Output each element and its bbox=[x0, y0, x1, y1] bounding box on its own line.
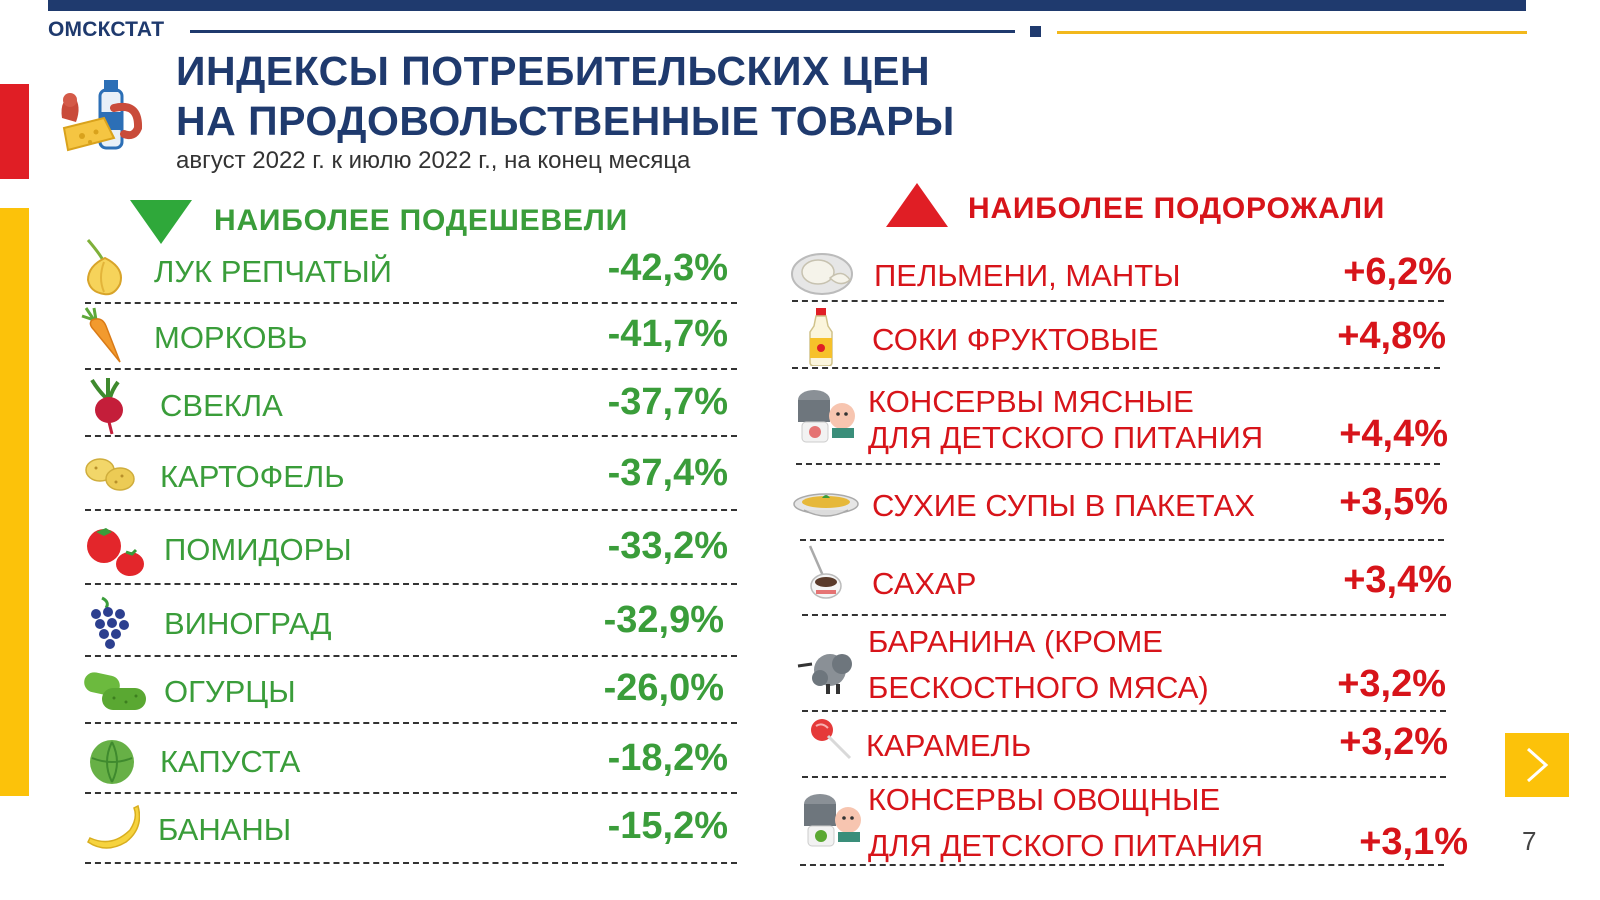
cheaper-item-2-label: МОРКОВЬ bbox=[154, 320, 308, 355]
lamb-icon bbox=[797, 654, 852, 694]
row-divider bbox=[85, 302, 737, 304]
baby-meat-can-icon bbox=[798, 390, 855, 443]
row-divider bbox=[802, 710, 1446, 712]
header-rule-marker bbox=[1030, 26, 1041, 37]
banana-icon bbox=[87, 804, 140, 849]
pricier-item-8-value: +3,1% bbox=[1359, 821, 1468, 863]
pricier-item-1-label: ПЕЛЬМЕНИ, МАНТЫ bbox=[874, 258, 1181, 293]
pricier-item-6-label: БАРАНИНА (КРОМЕ bbox=[868, 624, 1163, 659]
left-accent-yellow bbox=[0, 208, 29, 796]
pricier-item-3-value: +4,4% bbox=[1339, 413, 1448, 455]
row-divider bbox=[802, 614, 1446, 616]
onion-icon bbox=[86, 239, 122, 296]
header-rule-yellow bbox=[1057, 31, 1527, 34]
cheaper-item-2-value: -41,7% bbox=[607, 313, 728, 355]
cheaper-item-7-label: ОГУРЦЫ bbox=[164, 674, 296, 709]
pricier-item-8-label-line2: ДЛЯ ДЕТСКОГО ПИТАНИЯ bbox=[868, 828, 1264, 863]
pricier-item-6-value: +3,2% bbox=[1337, 663, 1446, 705]
cheaper-item-6-value: -32,9% bbox=[603, 599, 724, 641]
pricier-item-8-label: КОНСЕРВЫ ОВОЩНЫЕ bbox=[868, 782, 1221, 817]
left-accent-red bbox=[0, 84, 29, 179]
pricier-item-2-value: +4,8% bbox=[1337, 315, 1446, 357]
down-triangle-icon bbox=[130, 200, 192, 244]
sugar-icon bbox=[808, 545, 842, 599]
cheaper-heading: НАИБОЛЕЕ ПОДЕШЕВЕЛИ bbox=[214, 204, 628, 237]
row-divider bbox=[85, 722, 737, 724]
cheaper-item-7-value: -26,0% bbox=[603, 667, 724, 709]
row-divider bbox=[792, 300, 1444, 302]
pricier-item-5-value: +3,4% bbox=[1343, 559, 1452, 601]
cheaper-item-6-label: ВИНОГРАД bbox=[164, 606, 332, 641]
top-bar bbox=[48, 0, 1526, 11]
row-divider bbox=[85, 583, 737, 585]
cabbage-icon bbox=[90, 740, 134, 784]
cheaper-item-3-label: СВЕКЛА bbox=[160, 388, 283, 423]
row-divider bbox=[85, 435, 737, 437]
row-divider bbox=[796, 463, 1440, 465]
row-divider bbox=[85, 655, 737, 657]
dumplings-icon bbox=[791, 253, 853, 295]
cheaper-item-1-label: ЛУК РЕПЧАТЫЙ bbox=[154, 254, 392, 289]
cheaper-item-4-label: КАРТОФЕЛЬ bbox=[160, 459, 345, 494]
row-divider bbox=[802, 776, 1446, 778]
chevron-right-icon bbox=[1527, 747, 1549, 783]
pricier-item-4-label: СУХИЕ СУПЫ В ПАКЕТАХ bbox=[872, 488, 1255, 523]
pricier-item-6-label-line2: БЕСКОСТНОГО МЯСА) bbox=[868, 670, 1209, 705]
page-title-line2: НА ПРОДОВОЛЬСТВЕННЫЕ ТОВАРЫ bbox=[176, 98, 955, 144]
cheaper-item-3-value: -37,7% bbox=[607, 381, 728, 423]
row-divider bbox=[85, 792, 737, 794]
cucumber-icon bbox=[84, 672, 146, 710]
potato-icon bbox=[85, 458, 135, 491]
page-title-line1: ИНДЕКСЫ ПОТРЕБИТЕЛЬСКИХ ЦЕН bbox=[176, 48, 931, 94]
header-rule-blue bbox=[190, 30, 1015, 33]
tomato-icon bbox=[87, 528, 144, 576]
juice-icon bbox=[809, 308, 833, 366]
cheaper-item-4-value: -37,4% bbox=[607, 452, 728, 494]
row-divider bbox=[800, 864, 1444, 866]
cheaper-item-5-value: -33,2% bbox=[607, 525, 728, 567]
up-triangle-icon bbox=[886, 183, 948, 227]
row-divider bbox=[85, 862, 737, 864]
pricier-item-7-value: +3,2% bbox=[1339, 721, 1448, 763]
cheaper-item-8-value: -18,2% bbox=[607, 737, 728, 779]
pricier-item-3-label: КОНСЕРВЫ МЯСНЫЕ bbox=[868, 384, 1194, 419]
pricier-item-5-label: САХАР bbox=[872, 566, 977, 601]
page-number: 7 bbox=[1522, 826, 1537, 856]
row-divider bbox=[800, 539, 1444, 541]
page-subtitle: август 2022 г. к июлю 2022 г., на конец … bbox=[176, 147, 691, 174]
page-title: ИНДЕКСЫ ПОТРЕБИТЕЛЬСКИХ ЦЕН НА ПРОДОВОЛЬ… bbox=[176, 46, 955, 146]
brand-name: ОМСКСТАТ bbox=[48, 18, 165, 41]
pricier-heading: НАИБОЛЕЕ ПОДОРОЖАЛИ bbox=[968, 192, 1386, 225]
row-divider bbox=[792, 367, 1440, 369]
groceries-icon bbox=[61, 80, 143, 152]
pricier-item-2-label: СОКИ ФРУКТОВЫЕ bbox=[872, 322, 1159, 357]
cheaper-item-1-value: -42,3% bbox=[607, 247, 728, 289]
baby-veg-can-icon bbox=[804, 794, 861, 847]
soup-icon bbox=[793, 493, 859, 517]
beet-icon bbox=[90, 377, 123, 435]
pricier-item-3-label-line2: ДЛЯ ДЕТСКОГО ПИТАНИЯ bbox=[868, 420, 1264, 455]
pricier-item-4-value: +3,5% bbox=[1339, 481, 1448, 523]
row-divider bbox=[85, 368, 737, 370]
carrot-icon bbox=[81, 307, 121, 363]
cheaper-item-9-label: БАНАНЫ bbox=[158, 812, 292, 847]
next-slide-button[interactable] bbox=[1505, 733, 1569, 797]
candy-icon bbox=[811, 719, 852, 760]
pricier-item-7-label: КАРАМЕЛЬ bbox=[866, 728, 1032, 763]
grapes-icon bbox=[91, 596, 129, 649]
cheaper-item-9-value: -15,2% bbox=[607, 805, 728, 847]
row-divider bbox=[85, 509, 737, 511]
cheaper-item-5-label: ПОМИДОРЫ bbox=[164, 532, 352, 567]
pricier-item-1-value: +6,2% bbox=[1343, 251, 1452, 293]
cheaper-item-8-label: КАПУСТА bbox=[160, 744, 301, 779]
